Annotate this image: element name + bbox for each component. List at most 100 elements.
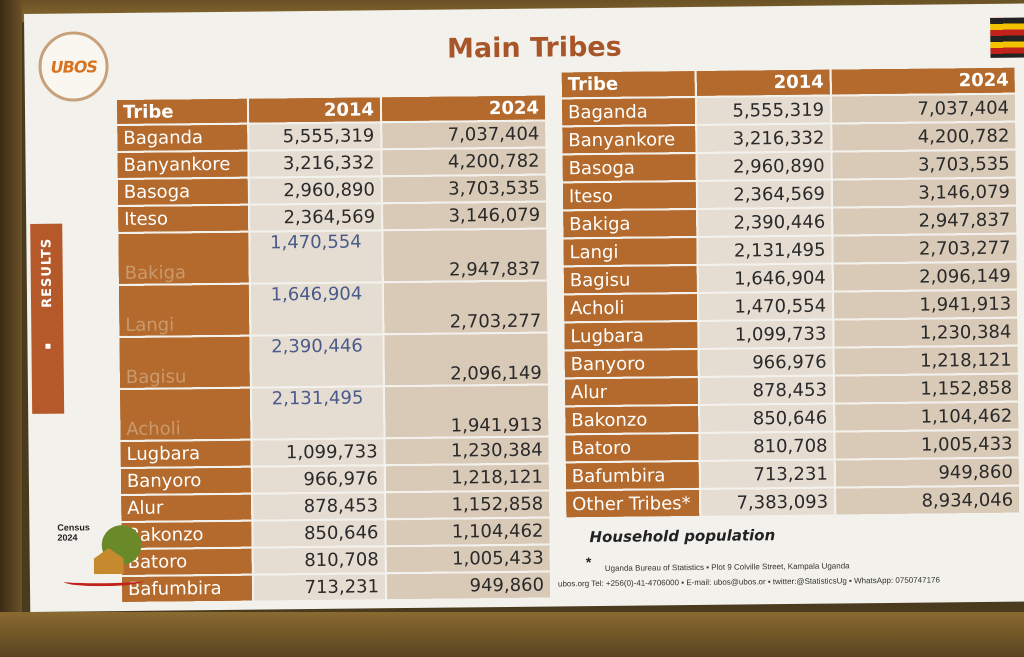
- value-2014-cell: 878,453: [698, 375, 835, 405]
- value-2024-cell: 1,230,384: [384, 436, 550, 466]
- table-row: Bagisu 2,390,446 2,096,149: [118, 332, 549, 390]
- value-2014-cell: 2,390,446: [250, 334, 384, 388]
- tribe-name-cell: Batoro: [564, 432, 700, 463]
- value-2024-cell: 1,104,462: [385, 517, 551, 547]
- header-tribe: Tribe: [115, 97, 249, 126]
- tribe-name-cell: Banyankore: [561, 124, 697, 155]
- tribe-name-cell: Basoga: [561, 152, 697, 183]
- value-2014-cell: 2,390,446: [697, 207, 833, 237]
- value-2024-cell: 4,200,782: [831, 121, 1017, 152]
- value-2024-cell: 1,152,858: [385, 490, 551, 520]
- value-2024-cell: 2,096,149: [383, 332, 549, 387]
- tribe-name-cell: Baganda: [116, 123, 249, 153]
- value-2014-cell: 1,099,733: [251, 438, 385, 467]
- value-2024-cell: 2,703,277: [832, 233, 1018, 264]
- census-label: Census 2024: [57, 522, 90, 543]
- tribe-name-cell: Acholi: [562, 292, 699, 323]
- value-2014-cell: 3,216,332: [696, 123, 832, 153]
- ubos-logo-text: UBOS: [48, 56, 99, 77]
- value-2024-cell: 949,860: [834, 457, 1020, 488]
- value-2014-cell: 1,470,554: [697, 291, 834, 321]
- tribe-name-cell: Baganda: [560, 96, 697, 127]
- value-2024-cell: 1,218,121: [833, 345, 1019, 376]
- value-2024-cell: 4,200,782: [381, 147, 547, 177]
- value-2024-cell: 2,096,149: [832, 261, 1018, 292]
- tribes-table-left-body: Baganda 5,555,319 7,037,404 Banyankore 3,216…: [116, 120, 552, 604]
- value-2014-cell: 1,646,904: [697, 263, 833, 293]
- ubos-logo: UBOS: [38, 31, 109, 102]
- tribe-name-cell: Bagisu: [562, 264, 698, 295]
- value-2024-cell: 7,037,404: [381, 120, 547, 150]
- value-2024-cell: 1,230,384: [833, 317, 1019, 348]
- value-2014-cell: 850,646: [699, 403, 835, 433]
- value-2024-cell: 3,146,079: [382, 201, 548, 231]
- value-2024-cell: 8,934,046: [835, 485, 1021, 516]
- value-2024-cell: 1,152,858: [833, 373, 1020, 404]
- tribe-name-cell: Other Tribes*: [565, 488, 701, 519]
- value-2024-cell: 1,941,913: [832, 289, 1019, 320]
- ubos-contacts: ubos.org Tel: +256(0)-41-4706000 ▪ E-mai…: [557, 575, 940, 589]
- value-2024-cell: 3,146,079: [831, 177, 1018, 208]
- value-2024-cell: 1,941,913: [383, 384, 550, 439]
- presentation-slide: UBOS Main Tribes RESULTS Tribe 2014 2024…: [24, 3, 1024, 612]
- screen-frame-bottom: [0, 612, 1024, 657]
- results-side-tab: RESULTS: [30, 223, 65, 414]
- value-2014-cell: 7,383,093: [700, 487, 836, 517]
- tribe-name-cell: Acholi: [118, 387, 252, 442]
- value-2014-cell: 5,555,319: [695, 95, 832, 125]
- value-2014-cell: 2,364,569: [696, 179, 833, 209]
- value-2024-cell: 3,703,535: [831, 149, 1017, 180]
- tribe-name-cell: Banyoro: [119, 466, 253, 496]
- value-2014-cell: 810,708: [699, 431, 835, 461]
- value-2024-cell: 2,703,277: [382, 280, 549, 335]
- value-2014-cell: 810,708: [252, 546, 386, 575]
- header-2024: 2024: [830, 66, 1016, 96]
- tribe-name-cell: Lugbara: [119, 439, 252, 469]
- value-2014-cell: 2,131,495: [250, 386, 385, 440]
- value-2024-cell: 7,037,404: [830, 93, 1017, 124]
- table-row: Bafumbira 713,231 949,860: [120, 571, 552, 604]
- header-2014: 2014: [695, 68, 831, 97]
- census-2024-logo: Census 2024: [57, 517, 148, 597]
- census-swoosh-icon: [63, 575, 144, 587]
- tribe-name-cell: Bakiga: [562, 208, 698, 239]
- value-2014-cell: 1,099,733: [698, 319, 834, 349]
- value-2014-cell: 713,231: [252, 573, 387, 602]
- tribes-table-left: Tribe 2014 2024 Baganda 5,555,319 7,037,40…: [115, 94, 552, 604]
- value-2024-cell: 1,218,121: [384, 463, 551, 493]
- value-2024-cell: 2,947,837: [832, 205, 1018, 236]
- tribes-table-right-body: Baganda 5,555,319 7,037,404 Banyankore 3,216…: [560, 93, 1021, 519]
- value-2014-cell: 1,470,554: [249, 230, 383, 284]
- value-2014-cell: 713,231: [699, 459, 836, 489]
- tribe-name-cell: Banyoro: [563, 348, 699, 379]
- value-2014-cell: 966,976: [698, 347, 834, 377]
- tribe-name-cell: Langi: [117, 283, 251, 338]
- header-2024: 2024: [380, 94, 547, 123]
- tribe-name-cell: Langi: [562, 236, 698, 267]
- tribes-table-right: Tribe 2014 2024 Baganda 5,555,319 7,037,40…: [560, 66, 1022, 520]
- slide-title: Main Tribes: [446, 31, 622, 65]
- footnote-asterisk: *: [585, 554, 592, 571]
- table-row: Bakiga 1,470,554 2,947,837: [117, 228, 548, 286]
- tribe-name-cell: Bafumbira: [564, 460, 701, 491]
- bullet-icon: [44, 343, 51, 349]
- tribe-name-cell: Iteso: [117, 204, 250, 234]
- header-2014: 2014: [247, 96, 382, 124]
- value-2014-cell: 878,453: [252, 492, 386, 521]
- tribe-name-cell: Iteso: [561, 180, 698, 211]
- value-2024-cell: 1,104,462: [834, 401, 1020, 432]
- value-2024-cell: 1,005,433: [834, 429, 1020, 460]
- tribe-name-cell: Lugbara: [563, 320, 699, 351]
- value-2024-cell: 949,860: [385, 571, 552, 601]
- table-row: Acholi 2,131,495 1,941,913: [118, 384, 550, 442]
- value-2014-cell: 2,364,569: [249, 203, 383, 232]
- tribe-name-cell: Bagisu: [118, 335, 251, 390]
- value-2014-cell: 2,960,890: [248, 176, 383, 205]
- value-2014-cell: 2,131,495: [697, 235, 833, 265]
- value-2014-cell: 3,216,332: [248, 149, 382, 178]
- value-2024-cell: 2,947,837: [382, 228, 548, 283]
- tribe-name-cell: Basoga: [116, 177, 250, 207]
- value-2014-cell: 966,976: [251, 465, 386, 494]
- ubos-address: Uganda Bureau of Statistics ▪ Plot 9 Col…: [604, 561, 850, 573]
- results-tab-label: RESULTS: [38, 237, 55, 309]
